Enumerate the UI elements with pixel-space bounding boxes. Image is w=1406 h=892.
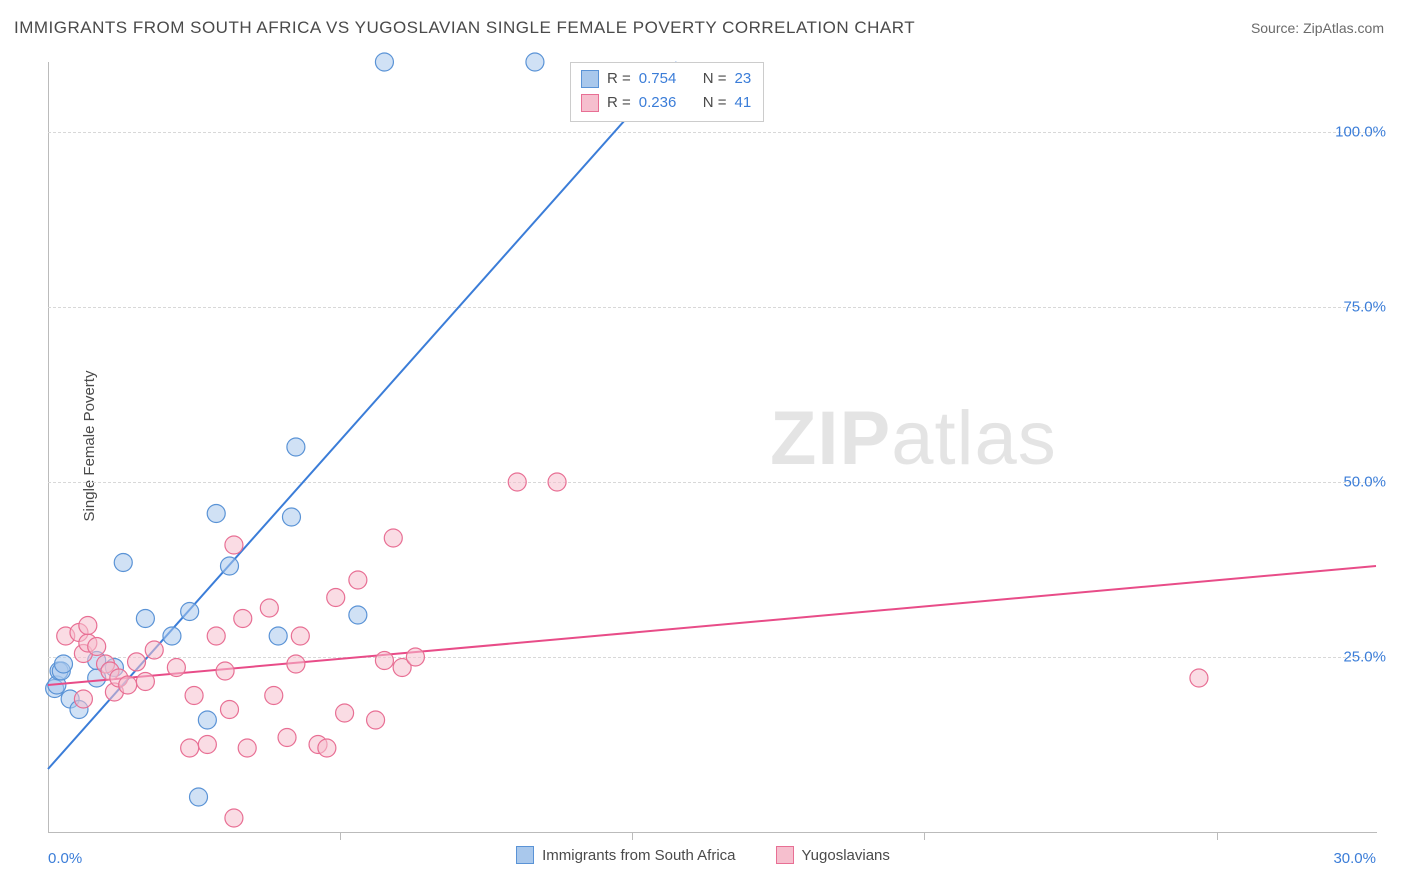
data-point: [79, 617, 97, 635]
n-label: N =: [703, 67, 727, 91]
data-point: [88, 638, 106, 656]
x-tick: [340, 832, 341, 840]
data-point: [318, 739, 336, 757]
data-point: [207, 627, 225, 645]
legend-swatch: [776, 846, 794, 864]
stats-legend-row: R = 0.754 N = 23: [581, 67, 751, 91]
chart-title: IMMIGRANTS FROM SOUTH AFRICA VS YUGOSLAV…: [14, 18, 915, 38]
n-label: N =: [703, 91, 727, 115]
data-point: [181, 739, 199, 757]
legend-swatch: [581, 70, 599, 88]
n-value: 41: [735, 91, 752, 115]
data-point: [238, 739, 256, 757]
r-label: R =: [607, 91, 631, 115]
data-point: [128, 653, 146, 671]
data-point: [74, 690, 92, 708]
data-point: [220, 701, 238, 719]
data-point: [190, 788, 208, 806]
data-point: [207, 505, 225, 523]
x-tick: [632, 832, 633, 840]
data-point: [198, 736, 216, 754]
data-point: [291, 627, 309, 645]
data-point: [287, 438, 305, 456]
data-point: [336, 704, 354, 722]
data-point: [185, 687, 203, 705]
data-point: [278, 729, 296, 747]
plot-svg: [48, 62, 1376, 832]
data-point: [265, 687, 283, 705]
x-tick: [924, 832, 925, 840]
data-point: [349, 571, 367, 589]
data-point: [508, 473, 526, 491]
r-value: 0.236: [639, 91, 685, 115]
stats-legend: R = 0.754 N = 23 R = 0.236 N = 41: [570, 62, 764, 122]
stats-legend-row: R = 0.236 N = 41: [581, 91, 751, 115]
series-legend-label: Yugoslavians: [802, 847, 890, 864]
data-point: [384, 529, 402, 547]
data-point: [282, 508, 300, 526]
data-point: [225, 536, 243, 554]
data-point: [548, 473, 566, 491]
data-point: [349, 606, 367, 624]
data-point: [136, 610, 154, 628]
data-point: [136, 673, 154, 691]
data-point: [367, 711, 385, 729]
n-value: 23: [735, 67, 752, 91]
data-point: [167, 659, 185, 677]
data-point: [406, 648, 424, 666]
legend-swatch: [581, 94, 599, 112]
data-point: [375, 53, 393, 71]
data-point: [269, 627, 287, 645]
data-point: [216, 662, 234, 680]
data-point: [54, 655, 72, 673]
data-point: [145, 641, 163, 659]
series-legend-item: Immigrants from South Africa: [516, 846, 735, 864]
data-point: [327, 589, 345, 607]
data-point: [181, 603, 199, 621]
data-point: [260, 599, 278, 617]
data-point: [225, 809, 243, 827]
data-point: [234, 610, 252, 628]
series-legend-item: Yugoslavians: [776, 846, 890, 864]
source-label: Source: ZipAtlas.com: [1251, 20, 1384, 36]
series-legend-label: Immigrants from South Africa: [542, 847, 735, 864]
data-point: [526, 53, 544, 71]
data-point: [1190, 669, 1208, 687]
data-point: [119, 676, 137, 694]
data-point: [220, 557, 238, 575]
data-point: [198, 711, 216, 729]
r-label: R =: [607, 67, 631, 91]
data-point: [287, 655, 305, 673]
data-point: [114, 554, 132, 572]
r-value: 0.754: [639, 67, 685, 91]
data-point: [375, 652, 393, 670]
series-legend: Immigrants from South Africa Yugoslavians: [0, 846, 1406, 864]
legend-swatch: [516, 846, 534, 864]
data-point: [163, 627, 181, 645]
x-tick: [1217, 832, 1218, 840]
correlation-chart: IMMIGRANTS FROM SOUTH AFRICA VS YUGOSLAV…: [0, 0, 1406, 892]
